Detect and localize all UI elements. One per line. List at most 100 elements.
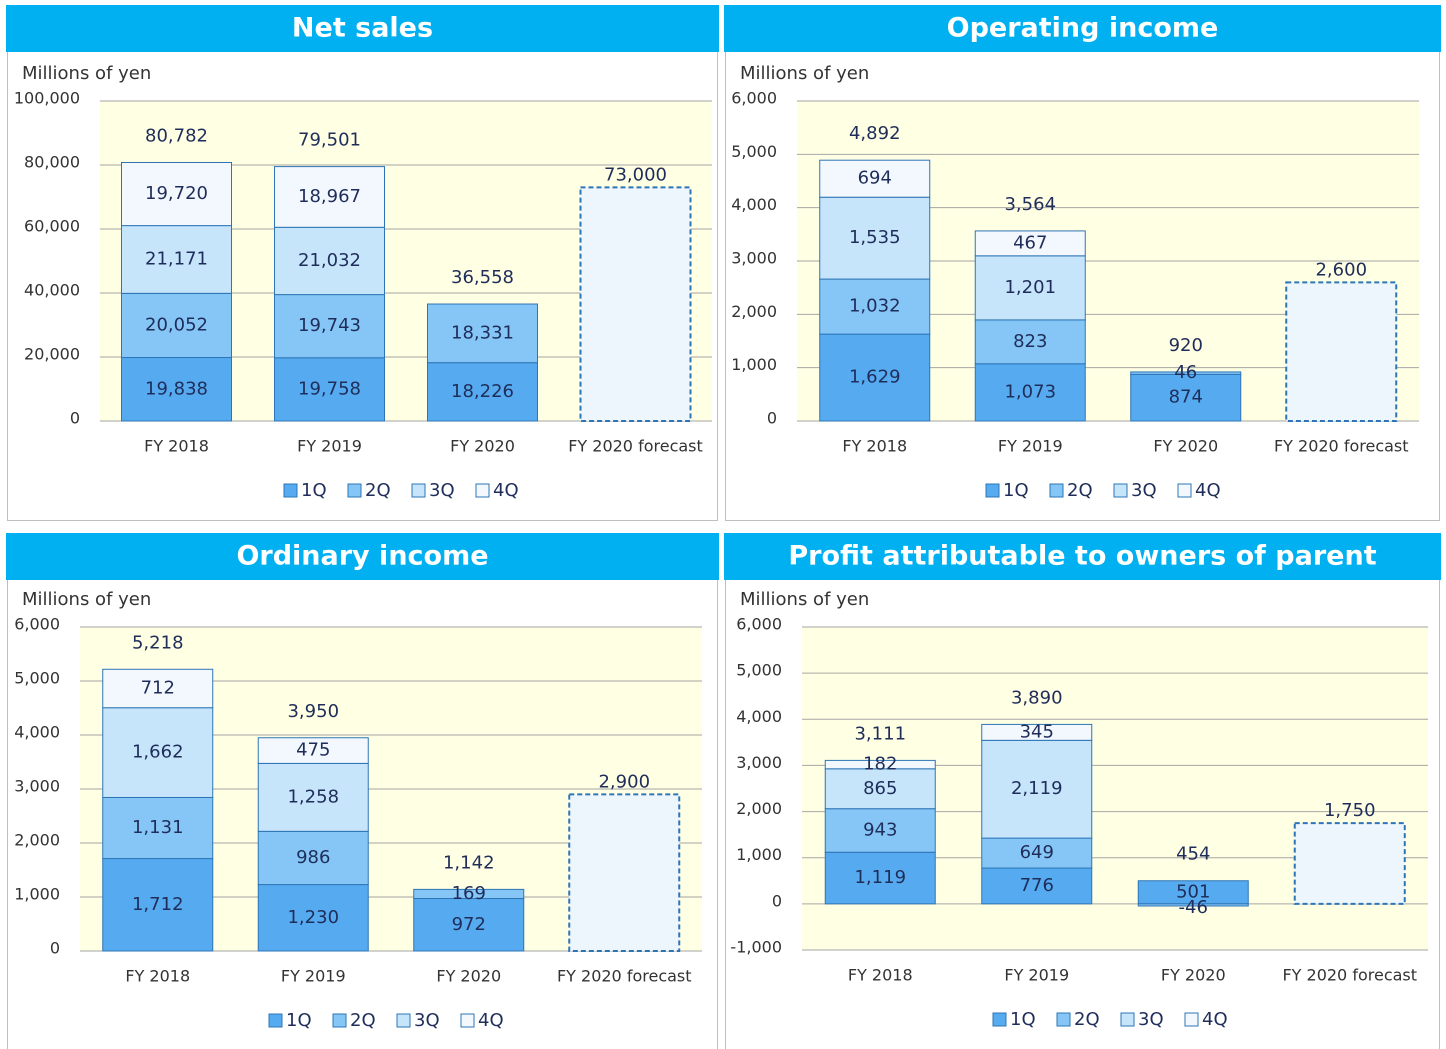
panel-header (724, 5, 1441, 52)
bar-segment (102, 668, 214, 709)
bar-segment (121, 162, 232, 227)
y-tick-label: 6,000 (731, 89, 777, 108)
y-tick-label: 1,000 (14, 885, 60, 904)
x-tick-label: FY 2020 forecast (557, 967, 692, 986)
segment-label: 169 (452, 883, 486, 904)
panel-title: Operating income (947, 13, 1219, 44)
y-axis-label: Millions of yen (740, 589, 869, 610)
legend-label: 1Q (286, 1010, 312, 1031)
y-tick-label: 100,000 (14, 89, 80, 108)
x-tick-label: FY 2019 (998, 437, 1063, 456)
x-tick-label: FY 2020 forecast (1282, 966, 1417, 985)
bar-segment (981, 837, 1093, 869)
bar-segment (824, 759, 936, 770)
bar-segment (102, 796, 214, 860)
forecast-bar (1293, 822, 1406, 905)
bar-segment (819, 333, 931, 422)
bar-segment (819, 278, 931, 335)
legend-swatch (475, 483, 490, 498)
x-tick-label: FY 2020 (436, 967, 501, 986)
bar-segment (413, 898, 525, 952)
legend-swatch (332, 1013, 347, 1028)
bar-segment (274, 357, 385, 422)
y-tick-label: 1,000 (736, 845, 782, 864)
total-label: 80,782 (145, 126, 208, 147)
legend-label: 1Q (1003, 480, 1029, 501)
legend-swatch (985, 483, 1000, 498)
x-tick-label: FY 2018 (848, 966, 913, 985)
y-tick-label: 5,000 (731, 142, 777, 161)
y-tick-label: 0 (70, 409, 80, 428)
legend-swatch (396, 1013, 411, 1028)
total-label: 3,890 (1011, 687, 1063, 708)
legend-label: 2Q (1074, 1009, 1100, 1030)
segment-label: 21,032 (298, 250, 361, 271)
legend-swatch (1056, 1012, 1071, 1027)
segment-label: 18,226 (451, 381, 514, 402)
forecast-bar (568, 793, 681, 953)
segment-label: 19,743 (298, 315, 361, 336)
y-tick-label: 6,000 (14, 615, 60, 634)
segment-label: 19,720 (145, 183, 208, 204)
legend-label: 3Q (429, 480, 455, 501)
segment-label: 18,967 (298, 186, 361, 207)
x-tick-label: FY 2020 (1161, 966, 1226, 985)
bar-segment (274, 226, 385, 296)
segment-label: 694 (858, 168, 892, 189)
y-tick-label: 3,000 (14, 777, 60, 796)
segment-label: 19,758 (298, 378, 361, 399)
segment-label: 46 (1174, 362, 1197, 383)
bar-segment (427, 362, 538, 422)
x-tick-label: FY 2018 (144, 437, 209, 456)
segment-label: 1,662 (132, 742, 184, 763)
total-label: 920 (1169, 335, 1203, 356)
segment-label: 2,119 (1011, 778, 1063, 799)
x-tick-label: FY 2018 (125, 967, 190, 986)
y-tick-label: 20,000 (24, 345, 80, 364)
legend-label: 1Q (301, 480, 327, 501)
total-label: 4,892 (849, 123, 901, 144)
legend-label: 4Q (1195, 480, 1221, 501)
segment-label: 1,712 (132, 894, 184, 915)
legend-swatch (460, 1013, 475, 1028)
bar-segment (974, 363, 1086, 422)
segment-label: 972 (452, 914, 486, 935)
y-tick-label: -1,000 (730, 938, 782, 957)
bar-segment (974, 230, 1086, 257)
bar-segment (981, 723, 1093, 741)
y-tick-label: 5,000 (14, 669, 60, 688)
bar-segment (824, 808, 936, 853)
forecast-bar (579, 186, 692, 422)
legend-label: 3Q (1138, 1009, 1164, 1030)
y-tick-label: 4,000 (731, 195, 777, 214)
panel-header (724, 533, 1441, 580)
y-tick-label: 3,000 (731, 249, 777, 268)
segment-label: 467 (1013, 232, 1047, 253)
bar-segment (1137, 903, 1249, 907)
bar-segment (824, 851, 936, 905)
x-tick-label: FY 2020 forecast (568, 437, 703, 456)
y-tick-label: 60,000 (24, 217, 80, 236)
total-label: 3,564 (1004, 194, 1056, 215)
segment-label: 712 (141, 678, 175, 699)
total-label: 36,558 (451, 267, 514, 288)
total-label: 1,142 (443, 852, 495, 873)
y-tick-label: 2,000 (731, 302, 777, 321)
segment-label: 345 (1020, 721, 1054, 742)
y-tick-label: 4,000 (14, 723, 60, 742)
x-tick-label: FY 2019 (1004, 966, 1069, 985)
panel-header (6, 5, 719, 52)
x-tick-label: FY 2018 (842, 437, 907, 456)
bar-segment (257, 737, 369, 764)
legend-label: 4Q (1202, 1009, 1228, 1030)
legend-label: 2Q (365, 480, 391, 501)
bar-segment (274, 166, 385, 228)
panel-header (6, 533, 719, 580)
segment-label: -46 (1179, 897, 1208, 918)
bar-segment (1130, 373, 1242, 422)
segment-label: 475 (296, 740, 330, 761)
legend-swatch (1177, 483, 1192, 498)
legend-label: 2Q (1067, 480, 1093, 501)
x-tick-label: FY 2020 (1153, 437, 1218, 456)
